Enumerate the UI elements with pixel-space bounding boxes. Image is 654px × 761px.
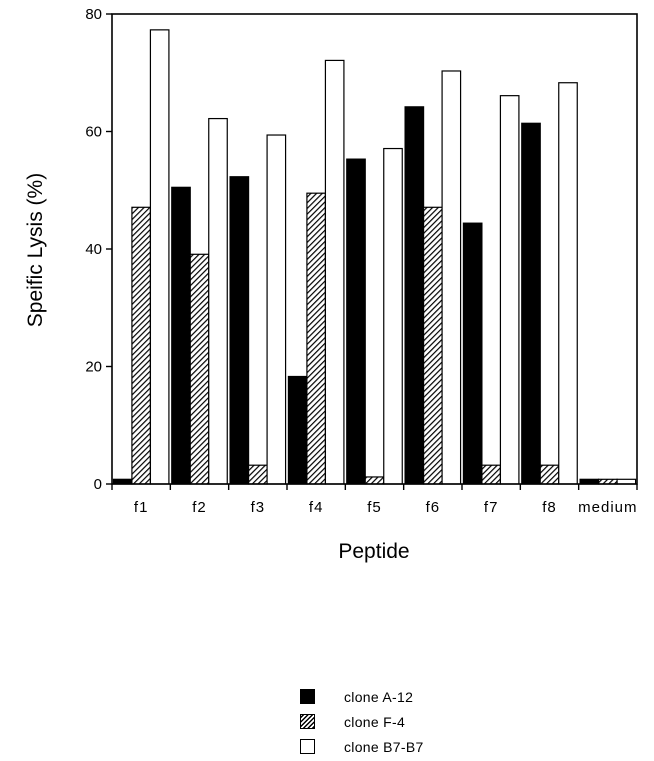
legend-swatch-solid: [300, 689, 315, 704]
bar-clone-a-12-f5: [346, 158, 366, 485]
y-axis-title: Speific Lysis (%): [24, 173, 47, 327]
y-tick-label: 20: [85, 359, 102, 376]
legend: clone A-12 clone F-4 clone B7-B7: [300, 684, 424, 759]
bar-clone-b7-b7-f4: [324, 59, 345, 485]
y-tick-label: 0: [94, 476, 102, 493]
legend-item-b7b7: clone B7-B7: [300, 734, 424, 759]
bar-clone-b7-b7-f5: [383, 147, 403, 485]
x-tick-label: f3: [251, 499, 266, 516]
bar-clone-a-12-f7: [462, 222, 483, 485]
x-axis-title: Peptide: [338, 540, 409, 563]
bar-clone-b7-b7-f2: [208, 117, 228, 485]
legend-swatch-open: [300, 739, 315, 754]
legend-item-a12: clone A-12: [300, 684, 424, 709]
bar-clone-b7-b7-f3: [266, 134, 287, 485]
bar-clone-f-4-f1: [131, 206, 152, 485]
bar-clone-a-12-f6: [404, 106, 425, 485]
x-tick-label: f7: [484, 499, 499, 516]
x-tick-label: f6: [426, 499, 441, 516]
bar-clone-f-4-f5: [364, 476, 385, 485]
y-tick-label: 60: [85, 124, 102, 141]
bar-clone-f-4-f3: [247, 464, 268, 485]
bar-clone-a-12-f2: [171, 186, 191, 485]
bar-clone-f-4-f2: [189, 253, 210, 485]
bar-clone-f-4-f4: [306, 192, 327, 485]
bar-clone-b7-b7-f1: [149, 29, 170, 485]
y-tick-label: 80: [85, 6, 102, 23]
bar-clone-a-12-f4: [287, 375, 308, 485]
y-tick-label: 40: [85, 241, 102, 258]
x-tick-label: f2: [192, 499, 207, 516]
x-tick-label: f8: [542, 499, 557, 516]
bar-clone-b7-b7-f8: [558, 82, 578, 485]
legend-label: clone F-4: [344, 713, 406, 730]
bars-group: [112, 29, 637, 485]
bar-clone-f-4-f7: [481, 464, 502, 485]
axes-group: 0 20 40 60 80 f1 f2 f3 f4 f5 f6 f7 f8 medium: [85, 6, 638, 516]
x-tick-label: medium: [578, 499, 637, 516]
x-tick-label: f4: [309, 499, 324, 516]
x-tick-label: f5: [367, 499, 382, 516]
bar-clone-b7-b7-f6: [441, 70, 462, 485]
bar-clone-f-4-f8: [539, 464, 560, 485]
legend-swatch-hatched: [300, 714, 315, 729]
legend-item-f4: clone F-4: [300, 709, 424, 734]
bar-clone-a-12-f8: [521, 122, 541, 485]
legend-label: clone B7-B7: [344, 738, 424, 755]
legend-label: clone A-12: [344, 688, 414, 705]
bar-clone-a-12-f3: [229, 176, 250, 485]
bar-clone-f-4-f6: [422, 206, 443, 485]
bar-clone-b7-b7-f7: [499, 95, 520, 485]
x-tick-label: f1: [134, 499, 149, 516]
